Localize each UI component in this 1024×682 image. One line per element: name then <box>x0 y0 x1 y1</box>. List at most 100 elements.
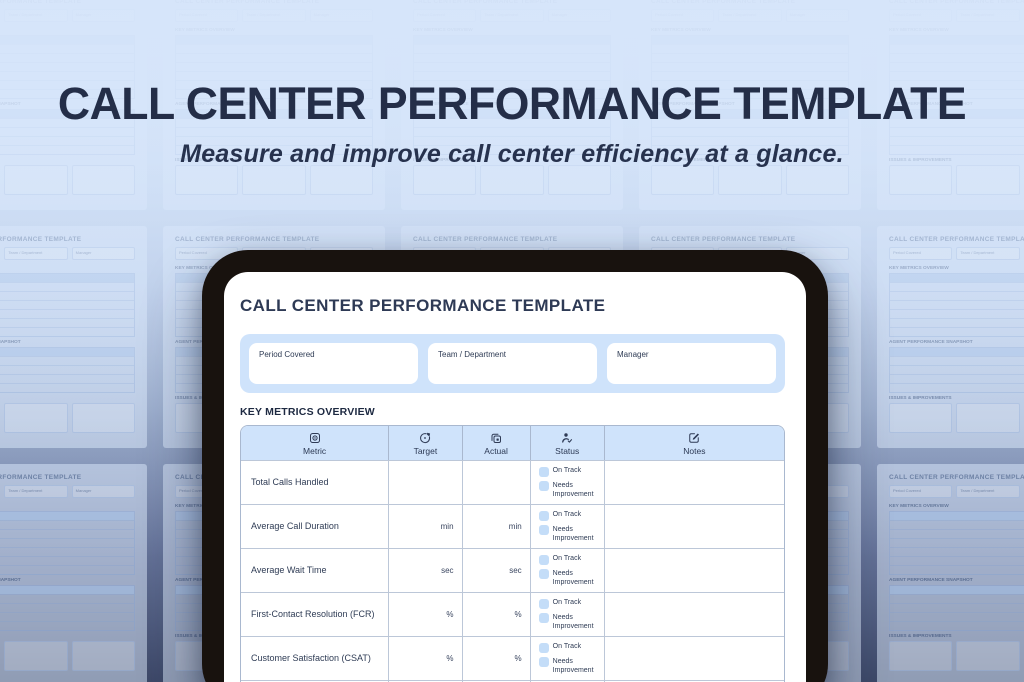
status-option[interactable]: Needs Improvement <box>538 613 607 631</box>
page-title: CALL CENTER PERFORMANCE TEMPLATE <box>57 78 967 129</box>
period-covered-field[interactable]: Period Covered <box>249 343 418 384</box>
actual-cell[interactable]: % <box>463 637 531 680</box>
notes-cell[interactable] <box>605 505 784 548</box>
thumbnail-table-row <box>0 300 134 309</box>
thumbnail-field: Manager <box>71 9 135 22</box>
checkbox-icon[interactable] <box>538 554 549 565</box>
thumbnail-table-row <box>0 383 134 392</box>
thumbnail-table-row <box>890 365 1024 374</box>
status-option[interactable]: On Track <box>538 554 607 565</box>
thumbnail-table-row <box>0 520 134 529</box>
status-option[interactable]: On Track <box>538 642 607 653</box>
thumbnail-note-boxes <box>175 165 373 195</box>
target-cell[interactable]: % <box>389 637 463 680</box>
table-row: Average Call Duration min min On Track Needs… <box>241 504 784 548</box>
status-option[interactable]: On Track <box>538 466 607 477</box>
thumbnail-table <box>0 585 135 631</box>
manager-field[interactable]: Manager <box>607 343 776 384</box>
actual-cell[interactable] <box>463 461 531 504</box>
notes-cell[interactable] <box>605 549 784 592</box>
thumbnail-title: CALL CENTER PERFORMANCE TEMPLATE <box>0 236 82 243</box>
thumbnail-table-row <box>176 53 372 62</box>
actual-cell[interactable]: min <box>463 505 531 548</box>
checkbox-icon[interactable] <box>538 569 549 580</box>
thumbnail-table-header <box>890 36 1024 44</box>
notes-cell[interactable] <box>605 637 784 680</box>
status-option[interactable]: On Track <box>538 510 607 521</box>
key-metrics-table: Metric Target Actual Status Notes Total Call… <box>240 425 785 682</box>
column-header-notes: Notes <box>605 426 784 460</box>
checkbox-icon[interactable] <box>538 510 549 521</box>
field-label: Team / Department <box>438 350 507 359</box>
status-option[interactable]: On Track <box>538 598 607 609</box>
thumbnail-table-row <box>0 282 134 291</box>
thumbnail-field: Period Covered <box>413 9 477 22</box>
goal-arrow-icon <box>419 432 431 444</box>
target-cell[interactable] <box>389 461 463 504</box>
background-page-thumbnail: CALL CENTER PERFORMANCE TEMPLATE Period C… <box>0 464 147 682</box>
thumbnail-table-row <box>890 44 1024 53</box>
thumbnail-table-row <box>0 62 134 71</box>
thumbnail-note-box <box>71 165 135 195</box>
thumbnail-table-header <box>890 348 1024 356</box>
column-header-target: Target <box>389 426 463 460</box>
thumbnail-note-box <box>889 641 953 671</box>
thumbnail-table-header <box>176 36 372 44</box>
thumbnail-table-row <box>176 62 372 71</box>
team-department-field[interactable]: Team / Department <box>428 343 597 384</box>
thumbnail-section-label: AGENT PERFORMANCE SNAPSHOT <box>0 578 21 583</box>
checkbox-icon[interactable] <box>538 642 549 653</box>
table-row: First-Contact Resolution (FCR)%% On Track… <box>241 592 784 636</box>
thumbnail-field: Period Covered <box>889 247 953 260</box>
thumbnail-table <box>889 273 1024 337</box>
thumbnail-section-label: KEY METRICS OVERVIEW <box>651 28 711 33</box>
status-option[interactable]: Needs Improvement <box>538 569 607 587</box>
checkbox-icon[interactable] <box>538 598 549 609</box>
page-subtitle: Measure and improve call center efficien… <box>180 140 844 168</box>
background-page-thumbnail: CALL CENTER PERFORMANCE TEMPLATE Period C… <box>877 226 1024 448</box>
header-fields-panel: Period Covered Team / Department Manager <box>240 334 785 393</box>
metric-cell: First-Contact Resolution (FCR) <box>241 593 390 636</box>
thumbnail-note-box <box>718 165 782 195</box>
notes-cell[interactable] <box>605 593 784 636</box>
thumbnail-title: CALL CENTER PERFORMANCE TEMPLATE <box>651 0 796 5</box>
status-option-label: Needs Improvement <box>552 613 594 630</box>
metric-cell: Total Calls Handled <box>241 461 390 504</box>
notes-cell[interactable] <box>605 461 784 504</box>
status-option[interactable]: Needs Improvement <box>538 481 607 499</box>
thumbnail-table-row <box>890 300 1024 309</box>
thumbnail-table-row <box>0 53 134 62</box>
thumbnail-table-row <box>0 529 134 538</box>
actual-cell[interactable]: sec <box>463 549 531 592</box>
target-cell[interactable]: % <box>389 593 463 636</box>
table-row: Total Calls Handled On Track Needs Improve… <box>241 460 784 504</box>
thumbnail-table-row <box>890 621 1024 630</box>
status-option[interactable]: Needs Improvement <box>538 657 607 675</box>
actual-cell[interactable]: % <box>463 593 531 636</box>
thumbnail-table-row <box>890 603 1024 612</box>
status-option-label: On Track <box>552 643 582 651</box>
thumbnail-section-label: KEY METRICS OVERVIEW <box>889 28 949 33</box>
checkbox-icon[interactable] <box>538 657 549 668</box>
checkbox-icon[interactable] <box>538 613 549 624</box>
thumbnail-section-label: KEY METRICS OVERVIEW <box>889 504 949 509</box>
target-cell[interactable]: sec <box>389 549 463 592</box>
checkbox-icon[interactable] <box>538 481 549 492</box>
thumbnail-table-row <box>0 612 134 621</box>
target-cell[interactable]: min <box>389 505 463 548</box>
thumbnail-note-boxes <box>651 165 849 195</box>
thumbnail-table-row <box>890 62 1024 71</box>
thumbnail-table-row <box>0 365 134 374</box>
thumbnail-table-row <box>414 44 610 53</box>
checkbox-icon[interactable] <box>538 525 549 536</box>
checkbox-icon[interactable] <box>538 466 549 477</box>
thumbnail-table <box>889 585 1024 631</box>
status-option[interactable]: Needs Improvement <box>538 525 607 543</box>
thumbnail-section-label: AGENT PERFORMANCE SNAPSHOT <box>889 340 973 345</box>
